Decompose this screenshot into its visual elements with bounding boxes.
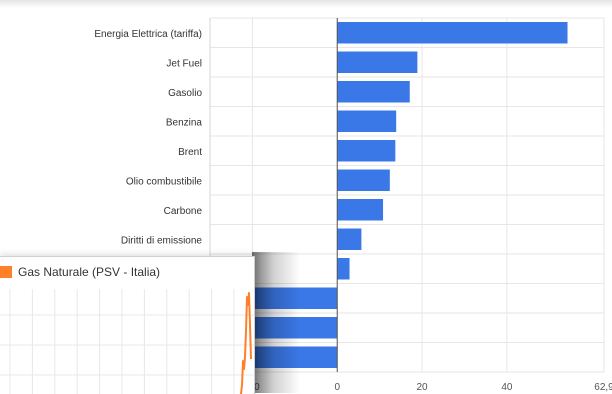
x-tick-label: 62,9	[594, 382, 612, 393]
inset-legend: Gas Naturale (PSV - Italia)	[0, 265, 160, 279]
category-label: Benzina	[166, 117, 203, 128]
inset-shadow	[252, 252, 300, 393]
bar	[337, 140, 396, 162]
legend-swatch	[0, 266, 12, 278]
x-tick-label: 40	[501, 382, 513, 393]
inset-plot-area	[0, 289, 254, 394]
category-label: Olio combustibile	[126, 176, 203, 187]
bar	[337, 258, 350, 280]
x-tick-label: 20	[416, 382, 428, 393]
legend-label: Gas Naturale (PSV - Italia)	[18, 265, 161, 279]
category-label: Jet Fuel	[166, 58, 202, 69]
category-label: Brent	[178, 147, 202, 158]
bar	[337, 199, 384, 221]
bar	[337, 169, 390, 191]
category-label: Diritti di emissione	[121, 235, 203, 246]
category-label: Gasolio	[168, 88, 202, 99]
top-strip	[0, 0, 612, 8]
bar	[337, 81, 410, 103]
gas-price-inset-chart: Gas Naturale (PSV - Italia)	[0, 256, 255, 394]
bar	[337, 228, 362, 250]
category-label: Carbone	[164, 206, 203, 217]
bar	[337, 51, 418, 73]
bar	[337, 110, 397, 132]
x-tick-label: 0	[334, 382, 340, 393]
bar	[337, 22, 568, 44]
category-label: Energia Elettrica (tariffa)	[94, 29, 202, 40]
series-line	[240, 292, 252, 394]
